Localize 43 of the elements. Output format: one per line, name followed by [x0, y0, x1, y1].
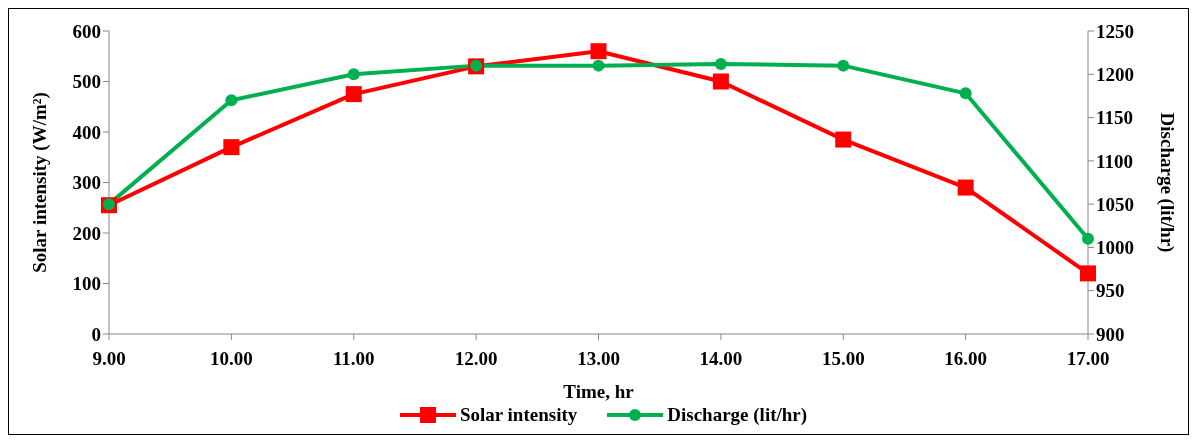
x-tick-label: 16.00 — [944, 348, 987, 370]
x-tick-label: 14.00 — [699, 348, 743, 370]
y2-tick-label: 1000 — [1096, 237, 1134, 259]
x-axis-title: Time, hr — [563, 381, 635, 402]
point — [590, 43, 607, 60]
point — [837, 59, 850, 72]
y2-axis-title: Discharge (lit/hr) — [1156, 112, 1179, 253]
point — [225, 94, 238, 107]
point — [959, 87, 972, 100]
point — [347, 68, 360, 81]
x-tick-label: 15.00 — [821, 348, 865, 370]
y2-tick-label: 1150 — [1096, 107, 1133, 129]
point — [592, 59, 605, 72]
y2-tick-label: 1200 — [1096, 64, 1134, 86]
y-tick-label: 300 — [72, 172, 101, 194]
y2-tick-label: 1250 — [1096, 20, 1134, 42]
y-tick-label: 0 — [91, 323, 101, 345]
x-tick-label: 12.00 — [454, 348, 498, 370]
y2-tick-label: 1100 — [1096, 150, 1133, 172]
y-tick-label: 400 — [72, 121, 101, 143]
point — [345, 86, 362, 103]
y2-tick-label: 900 — [1096, 323, 1125, 345]
point — [714, 57, 727, 70]
y2-tick-label: 950 — [1096, 280, 1125, 302]
point — [835, 131, 852, 148]
y-axis-title: Solar intensity (W/m²) — [28, 92, 51, 273]
y-tick-label: 600 — [72, 20, 101, 42]
x-tick-label: 13.00 — [577, 348, 620, 370]
legend-label: Solar intensity — [459, 404, 578, 426]
x-tick-label: 10.00 — [210, 348, 253, 370]
legend-label: Discharge (lit/hr) — [667, 404, 808, 426]
y-tick-label: 100 — [72, 273, 101, 295]
x-tick-label: 17.00 — [1066, 348, 1110, 370]
y-tick-label: 500 — [72, 71, 101, 93]
x-tick-label: 9.00 — [92, 348, 126, 370]
x-tick-label: 11.00 — [332, 348, 375, 370]
point — [1082, 232, 1094, 245]
point — [223, 139, 240, 156]
y2-tick-label: 1050 — [1096, 193, 1134, 215]
point — [712, 73, 729, 90]
point — [1080, 265, 1096, 282]
point — [957, 179, 974, 196]
y-tick-label: 200 — [72, 222, 101, 244]
